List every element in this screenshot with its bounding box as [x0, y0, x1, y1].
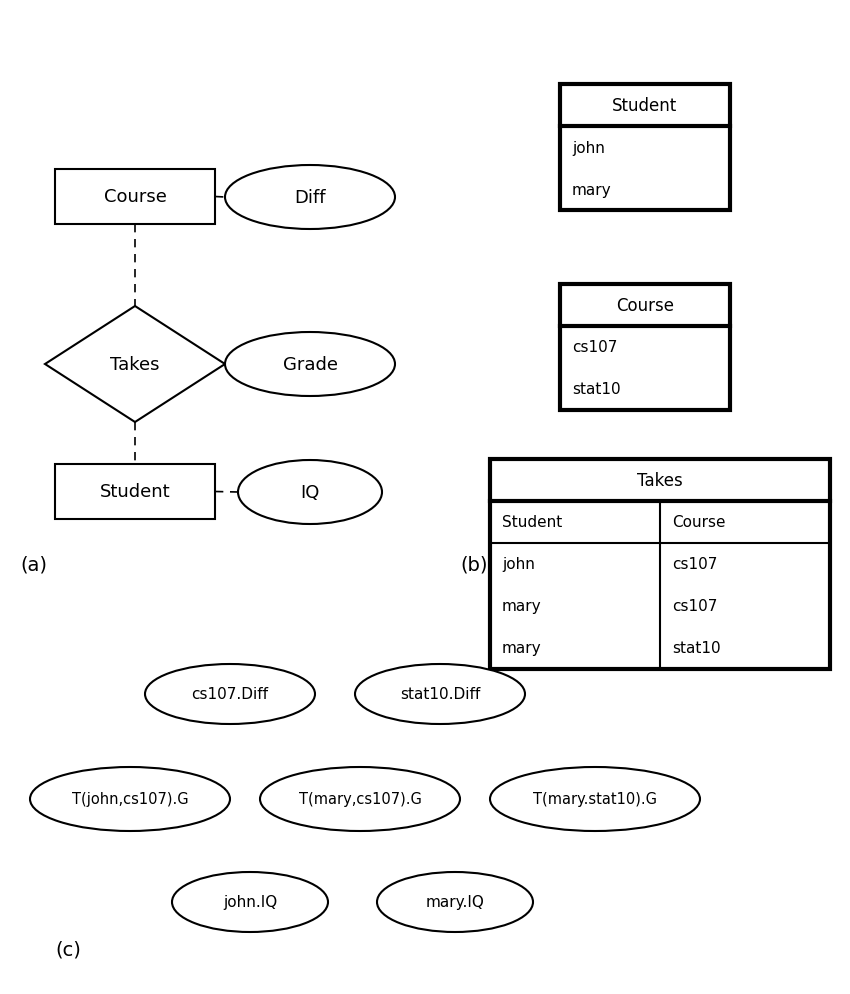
Text: Diff: Diff [294, 189, 326, 207]
Text: john: john [502, 557, 535, 572]
Bar [55, 170, 215, 225]
Text: cs107: cs107 [672, 599, 717, 614]
Text: T(mary,cs107).G: T(mary,cs107).G [298, 791, 422, 807]
Text: mary: mary [572, 182, 612, 197]
Text: Takes: Takes [638, 471, 683, 489]
Text: mary.IQ: mary.IQ [426, 895, 484, 910]
Ellipse shape [145, 664, 315, 725]
Text: mary: mary [502, 641, 541, 656]
Ellipse shape [225, 166, 395, 230]
Text: T(john,cs107).G: T(john,cs107).G [71, 791, 189, 807]
Text: Takes: Takes [110, 356, 160, 374]
Ellipse shape [30, 767, 230, 831]
Ellipse shape [490, 767, 700, 831]
Text: mary: mary [502, 599, 541, 614]
Text: cs107: cs107 [672, 557, 717, 572]
Text: cs107.Diff: cs107.Diff [191, 687, 269, 702]
Text: IQ: IQ [300, 483, 320, 502]
Text: stat10.Diff: stat10.Diff [400, 687, 480, 702]
Text: Student: Student [99, 483, 170, 501]
Ellipse shape [238, 460, 382, 525]
Ellipse shape [260, 767, 460, 831]
Text: john.IQ: john.IQ [223, 895, 277, 910]
Text: stat10: stat10 [672, 641, 721, 656]
Bar [560, 84, 730, 211]
Text: Course: Course [616, 296, 674, 315]
Bar [490, 459, 830, 669]
Text: (b): (b) [460, 555, 488, 574]
Text: Student: Student [612, 96, 677, 115]
Bar [560, 284, 730, 411]
Text: (a): (a) [20, 555, 47, 574]
Text: Course: Course [672, 515, 726, 530]
Text: cs107: cs107 [572, 340, 617, 355]
Text: T(mary.stat10).G: T(mary.stat10).G [533, 791, 657, 807]
Ellipse shape [172, 872, 328, 932]
Bar [55, 464, 215, 520]
Text: john: john [572, 140, 605, 155]
Ellipse shape [377, 872, 533, 932]
Text: Grade: Grade [282, 356, 337, 374]
Text: stat10: stat10 [572, 382, 620, 397]
Text: Student: Student [502, 515, 562, 530]
Text: (c): (c) [55, 939, 81, 958]
Polygon shape [45, 307, 225, 422]
Ellipse shape [355, 664, 525, 725]
Ellipse shape [225, 333, 395, 397]
Text: Course: Course [104, 188, 167, 207]
